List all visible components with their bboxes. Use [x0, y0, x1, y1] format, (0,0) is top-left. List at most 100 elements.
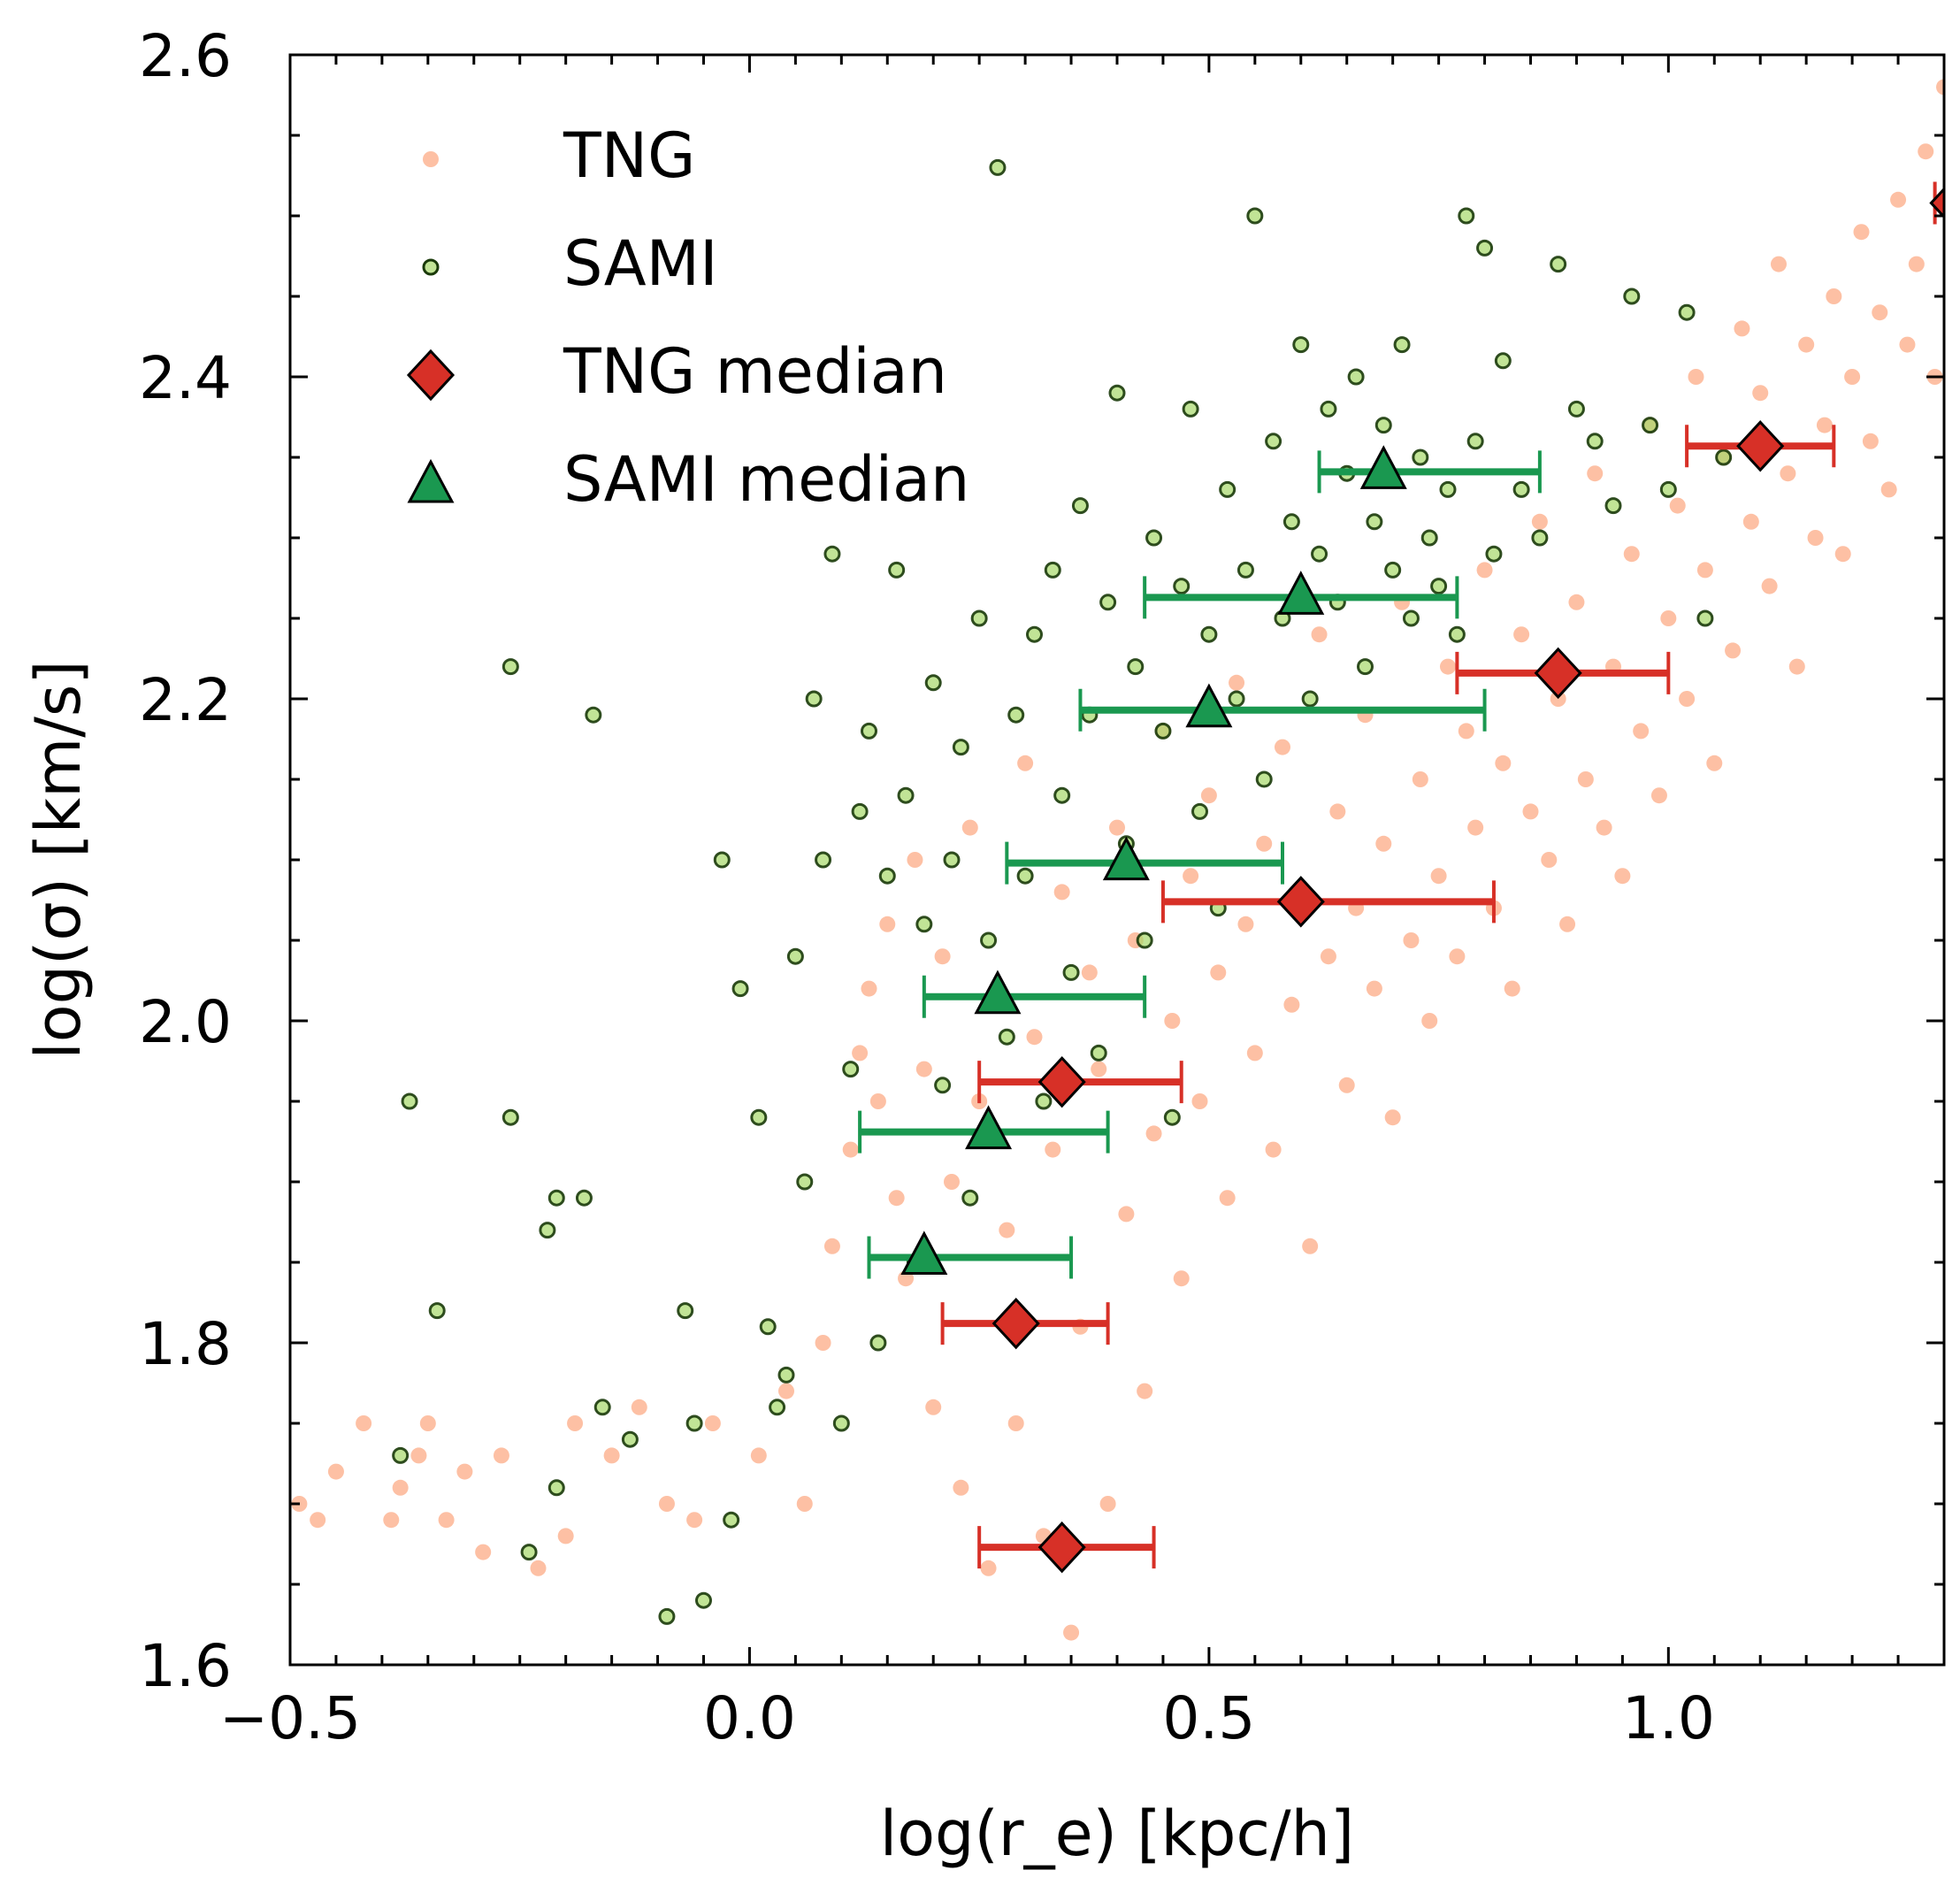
tng-point-6: [410, 1447, 427, 1464]
sami-point-81: [1311, 545, 1328, 563]
tng-point-22: [796, 1496, 813, 1512]
tng-point-141: [1908, 256, 1925, 272]
data-points-layer: [291, 79, 1944, 1641]
tng-median-6-marker: [1929, 187, 1944, 219]
sami-point-26: [805, 690, 823, 708]
sami-point-5: [520, 1544, 538, 1561]
sami-median-0-marker: [900, 1230, 948, 1276]
tng-point-72: [1275, 739, 1290, 755]
tng-point-49: [1063, 1624, 1080, 1641]
sami-point-106: [1586, 433, 1604, 450]
sami-point-13: [658, 1607, 676, 1625]
sami-point-23: [777, 1366, 795, 1384]
sami-point-0: [392, 1446, 410, 1464]
sami-point-46: [989, 158, 1007, 176]
tng-point-54: [1109, 819, 1125, 836]
tng-point-88: [1421, 1013, 1438, 1029]
tng-point-5: [392, 1479, 409, 1496]
sami-point-47: [998, 1028, 1015, 1046]
sami-point-111: [1678, 303, 1696, 321]
sami-point-80: [1301, 690, 1319, 708]
tng-point-7: [419, 1415, 436, 1431]
tng-point-64: [1200, 787, 1217, 804]
sami-point-45: [980, 931, 998, 949]
legend-tng-marker: [423, 151, 439, 167]
sami-point-103: [1531, 529, 1549, 547]
tng-point-58: [1145, 1125, 1162, 1142]
tng-point-28: [869, 1093, 886, 1109]
sami-point-18: [723, 1511, 740, 1529]
sami-point-109: [1642, 417, 1659, 434]
sami-point-110: [1659, 480, 1677, 498]
tng-point-114: [1660, 610, 1677, 626]
y-tick-label: 2.2: [139, 666, 232, 734]
tng-point-96: [1495, 755, 1512, 771]
sami-point-91: [1402, 609, 1420, 627]
tng-point-48: [1053, 884, 1070, 901]
y-tick-label: 2.0: [139, 988, 232, 1056]
sami-point-33: [869, 1334, 887, 1352]
tng-point-115: [1669, 497, 1686, 514]
sami-point-43: [961, 1189, 979, 1207]
tng-point-12: [530, 1560, 547, 1576]
sami-point-24: [786, 947, 804, 965]
y-axis-label: log(σ) [km/s]: [22, 660, 95, 1059]
tng-point-138: [1880, 481, 1897, 498]
sami-point-65: [1163, 1108, 1181, 1126]
tng-point-40: [980, 1560, 997, 1576]
tng-point-8: [438, 1512, 455, 1529]
y-tick-label: 1.6: [139, 1632, 232, 1700]
tng-point-134: [1844, 369, 1861, 385]
tng-point-140: [1899, 336, 1916, 353]
sami-point-8: [547, 1479, 565, 1497]
tng-point-83: [1375, 835, 1392, 852]
tng-point-137: [1872, 304, 1888, 321]
y-tick-label: 2.6: [139, 22, 232, 90]
sami-point-97: [1458, 207, 1475, 225]
tng-point-125: [1761, 578, 1778, 594]
tng-point-47: [1045, 1141, 1061, 1158]
tng-point-127: [1780, 465, 1796, 482]
tng-point-98: [1513, 626, 1530, 643]
tng-point-62: [1183, 868, 1199, 885]
tng-point-60: [1164, 1013, 1181, 1029]
y-tick-label: 1.8: [139, 1310, 232, 1378]
tng-point-76: [1311, 626, 1328, 643]
sami-point-21: [759, 1318, 777, 1336]
sami-point-9: [575, 1189, 593, 1207]
tng-point-4: [383, 1512, 400, 1529]
sami-point-108: [1623, 287, 1641, 305]
sami-point-99: [1476, 239, 1494, 257]
tng-point-23: [815, 1335, 831, 1351]
tng-point-124: [1752, 385, 1769, 402]
tng-point-18: [686, 1512, 703, 1529]
sami-point-100: [1485, 545, 1503, 563]
sami-point-51: [1035, 1092, 1053, 1110]
tng-point-110: [1623, 546, 1640, 563]
sami-point-94: [1430, 578, 1448, 595]
sami-point-101: [1494, 352, 1512, 370]
tng-point-43: [1007, 1415, 1024, 1431]
tng-point-65: [1210, 964, 1227, 981]
tng-point-106: [1587, 465, 1604, 482]
legend-tng-label: TNG: [563, 119, 695, 192]
tng-point-33: [915, 1061, 932, 1077]
sami-point-69: [1200, 625, 1218, 643]
tng-point-27: [861, 980, 877, 997]
tng-point-42: [999, 1222, 1015, 1238]
tng-median-2-marker: [1037, 1055, 1086, 1108]
sami-point-61: [1127, 658, 1145, 676]
sami-point-55: [1071, 497, 1089, 515]
tng-point-89: [1430, 868, 1447, 885]
tng-point-101: [1541, 852, 1558, 868]
tng-point-13: [557, 1528, 574, 1545]
tng-point-130: [1807, 530, 1824, 546]
sami-median-6-marker: [1359, 445, 1407, 489]
tng-point-129: [1798, 336, 1815, 353]
sami-point-98: [1466, 433, 1484, 450]
sami-point-29: [832, 1414, 850, 1432]
tng-point-30: [888, 1190, 905, 1207]
tng-point-104: [1568, 594, 1585, 610]
sami-point-107: [1604, 497, 1622, 515]
tng-point-36: [944, 1174, 960, 1190]
